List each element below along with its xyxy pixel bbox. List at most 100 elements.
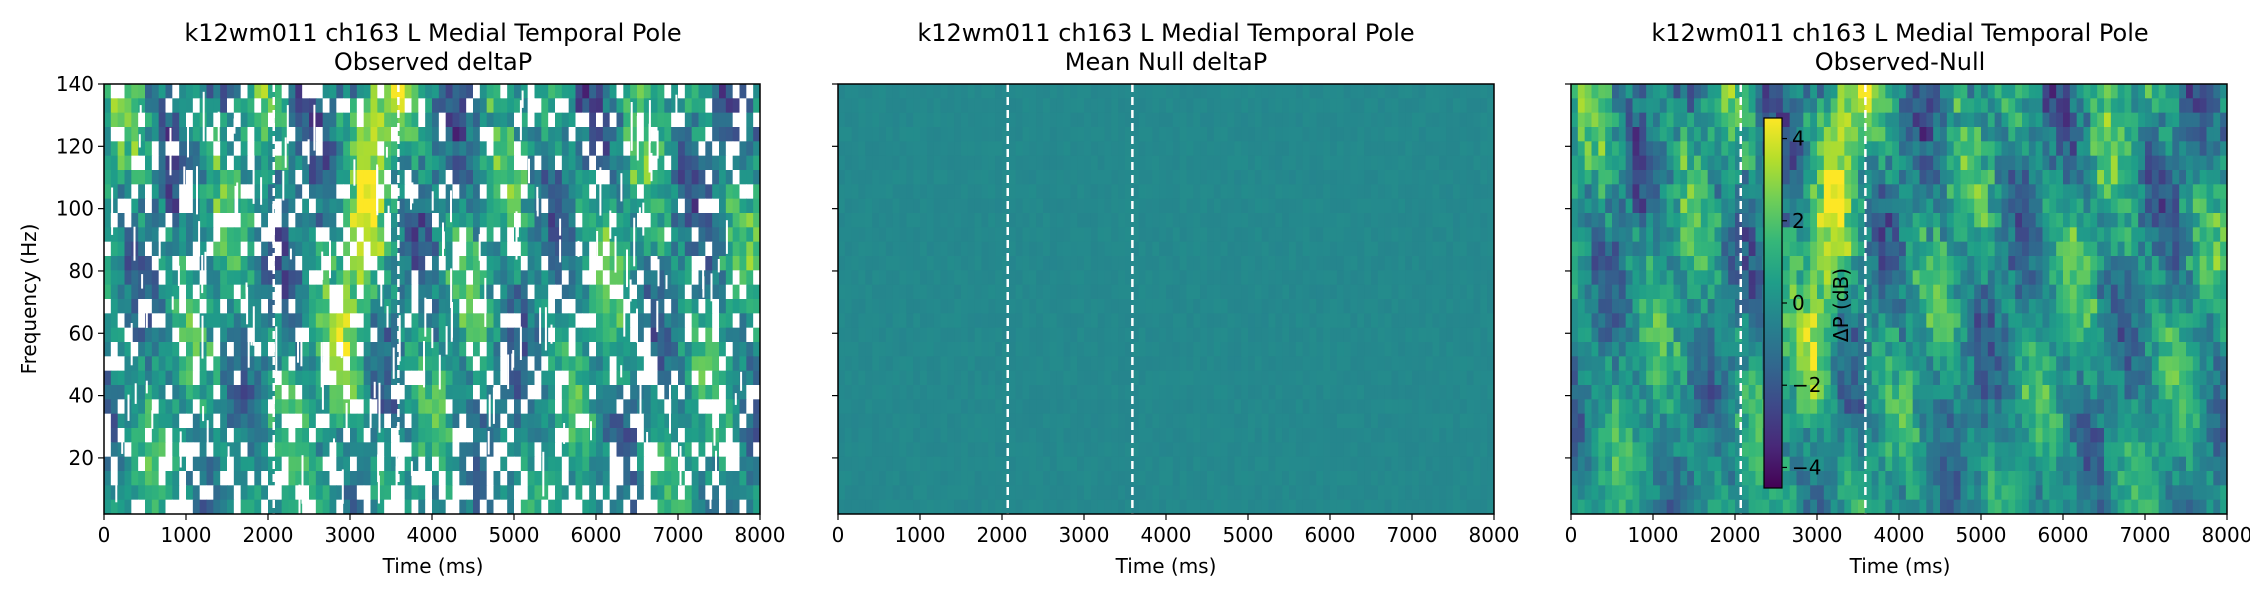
- panel1-heatmap-cell: [534, 356, 542, 372]
- panel1-heatmap-cell: [459, 399, 467, 415]
- panel2-heatmap-cell: [954, 327, 962, 343]
- panel2-heatmap-cell: [1111, 299, 1119, 314]
- panel1-heatmap-cell: [534, 370, 542, 386]
- panel2-heatmap-cell: [1138, 342, 1147, 357]
- panel1-heatmap-cell: [657, 385, 665, 400]
- panel1-heatmap-cell: [746, 413, 754, 429]
- panel2-heatmap-cell: [1412, 112, 1420, 128]
- panel1-heatmap-cell: [616, 327, 624, 343]
- panel1-heatmap-cell: [397, 342, 406, 357]
- panel2-heatmap-cell: [1405, 313, 1413, 329]
- panel2-heatmap-cell: [1391, 356, 1399, 372]
- panel1-heatmap-cell: [486, 198, 495, 214]
- panel1-heatmap-cell: [411, 456, 419, 472]
- panel2-heatmap-cell: [1254, 356, 1263, 372]
- panel1-heatmap-cell: [206, 184, 214, 200]
- panel2-heatmap-cell: [1248, 155, 1256, 171]
- panel1-heatmap-cell: [391, 213, 399, 228]
- panel2-heatmap-cell: [1008, 227, 1017, 243]
- panel1-heatmap-cell: [479, 112, 488, 128]
- panel1-heatmap-cell: [124, 499, 132, 514]
- panel1-heatmap-cell: [356, 213, 365, 228]
- panel1-heatmap-cell: [596, 442, 604, 458]
- panel2-heatmap-cell: [1289, 198, 1297, 214]
- panel1-heatmap-cell: [609, 270, 618, 286]
- panel1-heatmap-cell: [575, 399, 583, 415]
- panel2-heatmap-cell: [1254, 170, 1263, 185]
- panel1-heatmap-cell: [370, 313, 378, 329]
- panel2-heatmap-cell: [1029, 256, 1037, 271]
- panel2-heatmap-cell: [872, 98, 880, 114]
- panel2-heatmap-cell: [1207, 213, 1215, 228]
- panel2-heatmap-cell: [1063, 184, 1071, 200]
- panel1-heatmap-cell: [473, 170, 481, 185]
- panel2-heatmap-cell: [1070, 356, 1078, 372]
- panel1-heatmap-cell: [268, 84, 276, 99]
- panel2-heatmap-cell: [1043, 256, 1051, 271]
- panel1-heatmap-cell: [466, 471, 474, 486]
- panel1-heatmap-cell: [213, 442, 221, 458]
- panel2-heatmap-cell: [906, 84, 914, 99]
- panel1-heatmap-cell: [110, 499, 119, 514]
- panel2-heatmap-cell: [872, 170, 880, 185]
- panel2-heatmap-cell: [974, 155, 983, 171]
- panel1-heatmap-cell: [507, 213, 515, 228]
- panel1-heatmap-cell: [138, 356, 146, 372]
- panel2-heatmap-cell: [1412, 284, 1420, 300]
- panel1-heatmap-cell: [732, 299, 741, 314]
- panel1-heatmap-cell: [541, 413, 549, 429]
- panel2-heatmap-cell: [1377, 327, 1386, 343]
- panel1-mask-gap: [656, 130, 659, 159]
- panel1-heatmap-cell: [425, 342, 433, 357]
- panel1-heatmap-cell: [493, 98, 501, 114]
- panel1-heatmap-cell: [609, 127, 618, 142]
- panel1-heatmap-cell: [206, 284, 214, 300]
- panel1-heatmap-cell: [172, 84, 180, 99]
- panel1-heatmap-cell: [233, 313, 242, 329]
- panel1-heatmap-cell: [295, 327, 303, 343]
- panel1-heatmap-cell: [500, 370, 508, 386]
- panel1-heatmap-cell: [671, 284, 679, 300]
- panel2-heatmap-cell: [913, 184, 921, 200]
- panel2-heatmap-cell: [1138, 112, 1147, 128]
- panel1-heatmap-cell: [582, 141, 590, 157]
- panel2-heatmap-cell: [1002, 270, 1010, 286]
- panel1-heatmap-cell: [179, 184, 187, 200]
- panel2-heatmap-cell: [1268, 170, 1276, 185]
- panel1-heatmap-cell: [432, 442, 440, 458]
- panel2-heatmap-cell: [1336, 155, 1345, 171]
- panel1-mask-gap: [577, 240, 580, 257]
- panel1-heatmap-cell: [124, 385, 132, 400]
- panel1-heatmap-cell: [623, 399, 631, 415]
- panel2-heatmap-cell: [1104, 84, 1112, 99]
- panel1-heatmap-cell: [473, 256, 481, 271]
- panel1-heatmap-cell: [247, 184, 255, 200]
- panel1-heatmap-cell: [104, 485, 112, 501]
- panel2-heatmap-cell: [1364, 141, 1372, 157]
- panel1-heatmap-cell: [445, 170, 454, 185]
- panel1-heatmap-cell: [281, 270, 290, 286]
- panel2-heatmap-cell: [1015, 356, 1024, 372]
- panel2-heatmap-cell: [1036, 227, 1044, 243]
- panel1-heatmap-cell: [466, 141, 474, 157]
- panel1-heatmap-cell: [657, 112, 665, 128]
- panel1-heatmap-cell: [104, 198, 112, 214]
- panel1-heatmap-cell: [110, 327, 119, 343]
- panel2-heatmap-cell: [1207, 141, 1215, 157]
- panel1-heatmap-cell: [138, 385, 146, 400]
- panel1-heatmap-cell: [151, 356, 160, 372]
- panel2-heatmap-cell: [1350, 284, 1358, 300]
- panel1-heatmap-cell: [158, 213, 167, 228]
- panel2-heatmap-cell: [1487, 84, 1494, 99]
- panel1-heatmap-cell: [486, 227, 495, 243]
- panel2-heatmap-cell: [947, 284, 955, 300]
- panel2-heatmap-cell: [1295, 342, 1304, 357]
- panel1-mask-gap: [301, 455, 304, 504]
- panel2-heatmap-cell: [1015, 342, 1024, 357]
- panel1-heatmap-cell: [213, 256, 221, 271]
- panel1-heatmap-cell: [623, 184, 631, 200]
- panel1-heatmap-cell: [452, 385, 460, 400]
- panel2-heatmap-cell: [1084, 213, 1092, 228]
- panel2-heatmap-cell: [1022, 155, 1030, 171]
- panel1-heatmap-cell: [445, 299, 454, 314]
